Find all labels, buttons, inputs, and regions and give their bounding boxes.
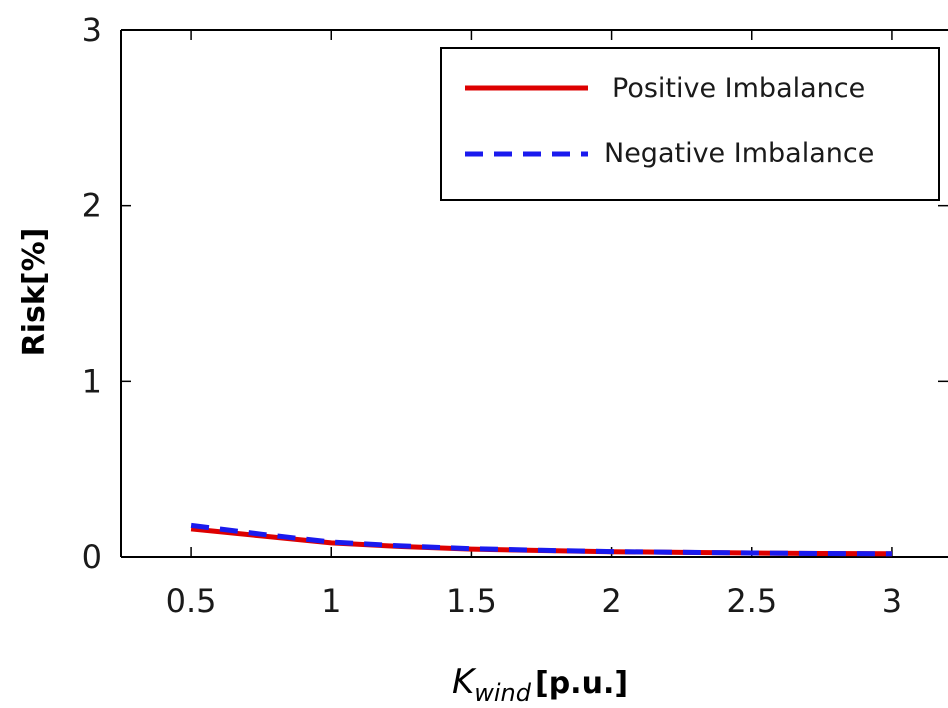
y-tick-label: 2 (82, 187, 102, 225)
series-layer (190, 522, 892, 557)
x-axis-label-subscript: wind (474, 679, 532, 707)
y-tick-label: 1 (82, 362, 102, 400)
plot-frame (120, 29, 948, 558)
x-tick-label: 3 (882, 582, 902, 620)
legend: Positive Imbalance Negative Imbalance (440, 47, 940, 201)
y-tick-label: 3 (82, 11, 102, 49)
series-line-negative-imbalance (190, 522, 892, 557)
x-axis-label: Kwind [p.u.] (452, 662, 628, 707)
y-axis-label: Risk[%] (17, 228, 52, 357)
x-axis-label-unit: [p.u.] (535, 666, 628, 701)
x-tick-label: 1.5 (446, 582, 497, 620)
tick-labels: 0.5 1 1.5 2 2.5 3 0 1 2 3 (82, 11, 902, 620)
legend-label-positive: Positive Imbalance (612, 73, 865, 104)
legend-box (440, 47, 940, 201)
x-tick-label: 1 (321, 582, 341, 620)
legend-label-negative: Negative Imbalance (604, 138, 874, 169)
x-axis-label-symbol: K (452, 662, 477, 702)
x-tick-label: 2 (601, 582, 621, 620)
x-tick-label: 2.5 (726, 582, 777, 620)
x-tick-label: 0.5 (166, 582, 217, 620)
y-tick-label: 0 (82, 538, 102, 576)
